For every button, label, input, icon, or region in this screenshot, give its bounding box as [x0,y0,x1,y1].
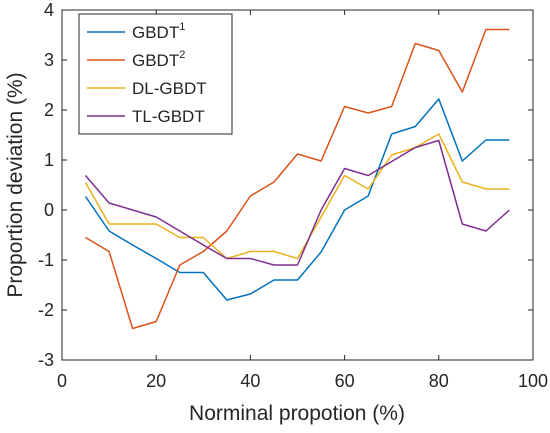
legend-label: GBDT1 [132,21,185,42]
legend-label: DL-GBDT [132,79,207,98]
y-tick-label: 0 [44,200,54,220]
legend-label: TL-GBDT [132,107,205,126]
legend-box [78,13,233,135]
axes-box [61,9,534,361]
y-tick-label: -2 [38,300,54,320]
y-tick-label: 3 [44,50,54,70]
x-tick-label: 0 [57,371,67,391]
series-line-2 [85,28,510,330]
x-axis-label: Norminal propotion (%) [189,402,405,425]
y-tick-label: 1 [44,150,54,170]
legend-superscript: 2 [179,49,185,61]
legend-label: GBDT2 [132,49,185,70]
y-tick-label: 2 [44,100,54,120]
legend-superscript: 1 [179,21,185,33]
y-tick-label: -1 [38,250,54,270]
x-tick-label: 60 [335,371,355,391]
y-tick-label: 4 [44,0,54,20]
y-axis-label: Proportion deviation (%) [4,72,27,297]
x-tick-label: 40 [240,371,260,391]
series-line-3 [84,133,510,260]
axes-layer: 0 20 40 60 80 100 -3 -2 -1 0 1 2 3 4 [38,0,548,391]
series-line-1 [84,98,510,301]
x-tick-label: 80 [429,371,449,391]
x-tick-label: 20 [146,371,166,391]
x-tick-label: 100 [518,371,548,391]
series-layer [84,28,510,330]
legend: GBDT1 GBDT2 DL-GBDT TL-GBDT [78,13,233,135]
y-tick-label: -3 [38,350,54,370]
series-line-4 [84,139,510,266]
